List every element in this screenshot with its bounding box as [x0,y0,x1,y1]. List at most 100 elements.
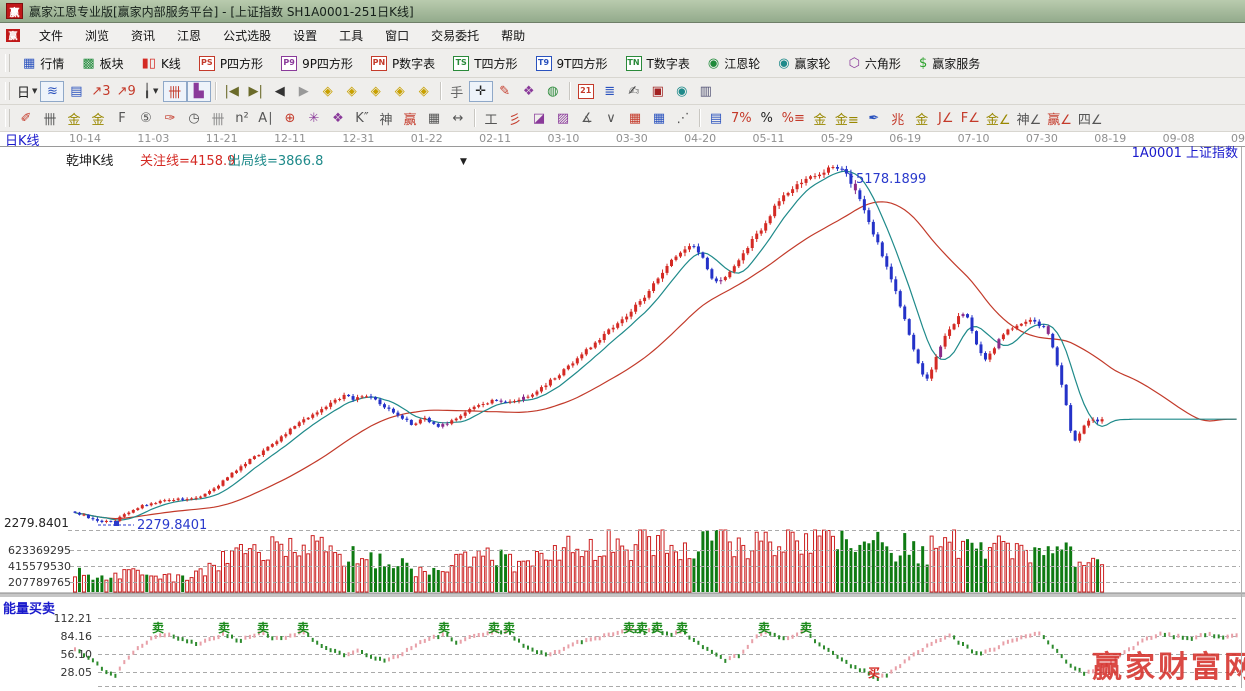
zoom-right-button[interactable]: ◈ [340,81,364,102]
crosshair-tool-button[interactable]: ✛ [468,80,493,102]
grid-blue-button[interactable]: ▦ [647,108,671,129]
gold-fence-1-button[interactable]: 金 [62,108,86,129]
kline-button[interactable]: ▮▯ K线 [133,51,190,76]
9t-square-button[interactable]: T9 9T四方形 [527,51,617,76]
hexagon-button[interactable]: ⬡ 六角形 [840,51,910,76]
percent-7-button[interactable]: 7% [728,108,755,129]
chart-9-lines-button[interactable]: ↗9 [114,81,139,102]
grid-123-button[interactable]: ▦ [422,108,446,129]
chart-3-lines-button[interactable]: ↗3 [88,81,113,102]
menu-help[interactable]: 帮助 [501,29,526,43]
t-square-button[interactable]: TS T四方形 [444,51,526,76]
v-line-button[interactable]: ∨ [599,108,623,129]
save-web-button[interactable]: ◉ [670,81,694,102]
ink-pen-button[interactable]: ✒ [862,108,886,129]
gold-tri-button[interactable]: 金 [910,108,934,129]
shen-tool-button[interactable]: 神 [374,108,398,129]
next-page-button[interactable]: ▶ [292,81,316,102]
angle-a-button[interactable]: A∣ [254,108,278,129]
gold-angle-button[interactable]: 金∠ [983,108,1014,129]
quotes-button[interactable]: ▦ 行情 [14,51,73,76]
menu-settings[interactable]: 设置 [293,29,318,43]
zhao-tool-button[interactable]: 兆 [886,108,910,129]
wave-tool-button[interactable]: ◍ [541,81,565,102]
five-tool-button[interactable]: ⑤ [134,108,158,129]
angles-button[interactable]: ∡ [575,108,599,129]
period-day-dropdown-button[interactable]: 日 ▼ [14,81,40,102]
box-rays-button[interactable]: ◪ [527,108,551,129]
box-net-button[interactable]: ▨ [551,108,575,129]
grid-red-button[interactable]: ▦ [623,108,647,129]
hand-tool-button[interactable]: 手 [445,81,469,102]
star-circle-button[interactable]: ✳ [302,108,326,129]
first-page-button[interactable]: |◀ [220,81,244,102]
p-number-table-button[interactable]: PN P数字表 [362,51,444,76]
title-bar[interactable]: 赢 赢家江恩专业版[赢家内部服务平台] - [上证指数 SH1A0001-251… [0,0,1245,23]
volume-profile-button[interactable]: ▙ [186,80,211,102]
k-mark-button[interactable]: K″ [350,108,374,129]
t-number-table-button[interactable]: TN T数字表 [617,51,699,76]
grid-box-button[interactable]: ❖ [326,108,350,129]
parallel-lines-button[interactable]: ⋰ [671,108,695,129]
percent-button[interactable]: % [755,108,779,129]
winner-wheel-button[interactable]: ◉ 赢家轮 [769,51,839,76]
gold-fence-2-button[interactable]: 金 [86,108,110,129]
calculator-button[interactable]: ≣ [598,81,622,102]
menu-tools[interactable]: 工具 [339,29,364,43]
sectors-button[interactable]: ▩ 板块 [73,51,132,76]
j-angle-button[interactable]: J∠ [934,108,958,129]
ying-tool-button[interactable]: 赢 [398,108,422,129]
trend-overview-button[interactable]: ≋ [40,80,65,102]
shen-angle-button[interactable]: 神∠ [1014,108,1045,129]
trendline-tool-button[interactable]: ✎ [493,81,517,102]
fence-2-button[interactable]: 卌 [206,108,230,129]
four-angle-button[interactable]: 四∠ [1075,108,1106,129]
menu-file[interactable]: 文件 [39,29,64,43]
four-angle-icon: 四∠ [1077,112,1103,128]
menu-formula-stock-pick[interactable]: 公式选股 [223,29,272,43]
menu-window[interactable]: 窗口 [385,29,410,43]
zoom-horizontal-button[interactable]: ◈ [364,81,388,102]
menu-gann[interactable]: 江恩 [177,29,202,43]
p-square-button[interactable]: PS P四方形 [190,51,272,76]
9p-square-button[interactable]: P9 9P四方形 [272,51,362,76]
fib-fence-button[interactable]: F [110,108,134,129]
qiankun-kline-button[interactable]: 卌 [162,80,187,102]
calendar-21-button[interactable]: 21 [574,81,598,102]
gong-tool-button[interactable]: 工 [479,108,503,129]
t-number-table-icon: TN [625,55,642,71]
kline-chart-canvas[interactable]: 10-14 11-03 11-21 12-11 12-31 01-22 02-11 03-10… [0,132,1245,688]
winner-service-button[interactable]: $ 赢家服务 [910,51,989,76]
zoom-full-button[interactable]: ◈ [412,81,436,102]
ying-angle-button[interactable]: 赢∠ [1044,108,1075,129]
h-measure-button[interactable]: ↔ [446,108,470,129]
price-table-button[interactable]: ▤ [704,108,728,129]
prev-page-button[interactable]: ◀ [268,81,292,102]
menu-news[interactable]: 资讯 [131,29,156,43]
percent-lines-button[interactable]: %≡ [779,108,808,129]
candle-style-dropdown-button[interactable]: ╽ ▼ [139,81,163,102]
rays-button[interactable]: 彡 [503,108,527,129]
zoom-all-button[interactable]: ◈ [388,81,412,102]
gold-lines-button[interactable]: 金≡ [832,108,862,129]
menu-browse[interactable]: 浏览 [85,29,110,43]
menu-trade[interactable]: 交易委托 [431,29,480,43]
save-button[interactable]: ▣ [646,81,670,102]
f10-info-button[interactable]: ▤ [64,81,88,102]
last-page-button[interactable]: ▶| [244,81,268,102]
percent-7-icon: 7% [731,110,752,126]
gann-wheel-button[interactable]: ◉ 江恩轮 [699,51,769,76]
time-cycle-button[interactable]: ◷ [182,108,206,129]
zoom-left-button[interactable]: ◈ [316,81,340,102]
gann-fence-button[interactable]: 卌 [38,108,62,129]
gann-tool-button[interactable]: ❖ [517,81,541,102]
workstation-button[interactable]: ▥ [694,81,718,102]
compass-pen-button[interactable]: ✐ [14,108,38,129]
square-n-button[interactable]: n² [230,108,254,129]
gann-circle-button[interactable]: ⊕ [278,108,302,129]
gold-circle-button[interactable]: 金 [808,108,832,129]
red-pen-button[interactable]: ✑ [158,108,182,129]
pane-splitter[interactable] [0,593,1245,597]
notes-button[interactable]: ✍ [622,81,646,102]
f-angle-button[interactable]: F∠ [958,108,983,129]
